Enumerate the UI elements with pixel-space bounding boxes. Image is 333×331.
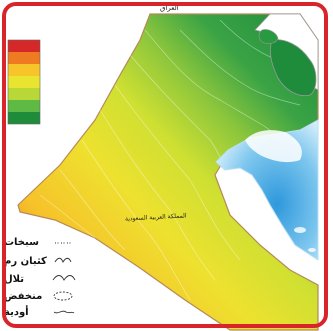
wadi-icon [53,310,75,314]
legend-label-sabkha: سبخات [4,237,39,248]
hill-icon [52,275,76,281]
bubiyan-island [270,39,317,97]
legend-label-hills: تلال [4,274,25,285]
island-small [308,248,316,252]
bay-inlet [245,130,302,163]
legend-label-wadis: أودية [4,307,29,318]
dune-icon [54,257,72,264]
island-small [294,227,306,233]
depression-icon [53,291,73,301]
contour-lines [39,19,301,301]
warbah-island [258,29,279,44]
elevation-scale [7,39,41,125]
legend-symbols [52,242,76,314]
border-label-iraq: العراق [160,4,179,12]
legend-label-dunes: كثبان رم [4,256,47,267]
legend-label-depression: منخفض [4,291,43,302]
